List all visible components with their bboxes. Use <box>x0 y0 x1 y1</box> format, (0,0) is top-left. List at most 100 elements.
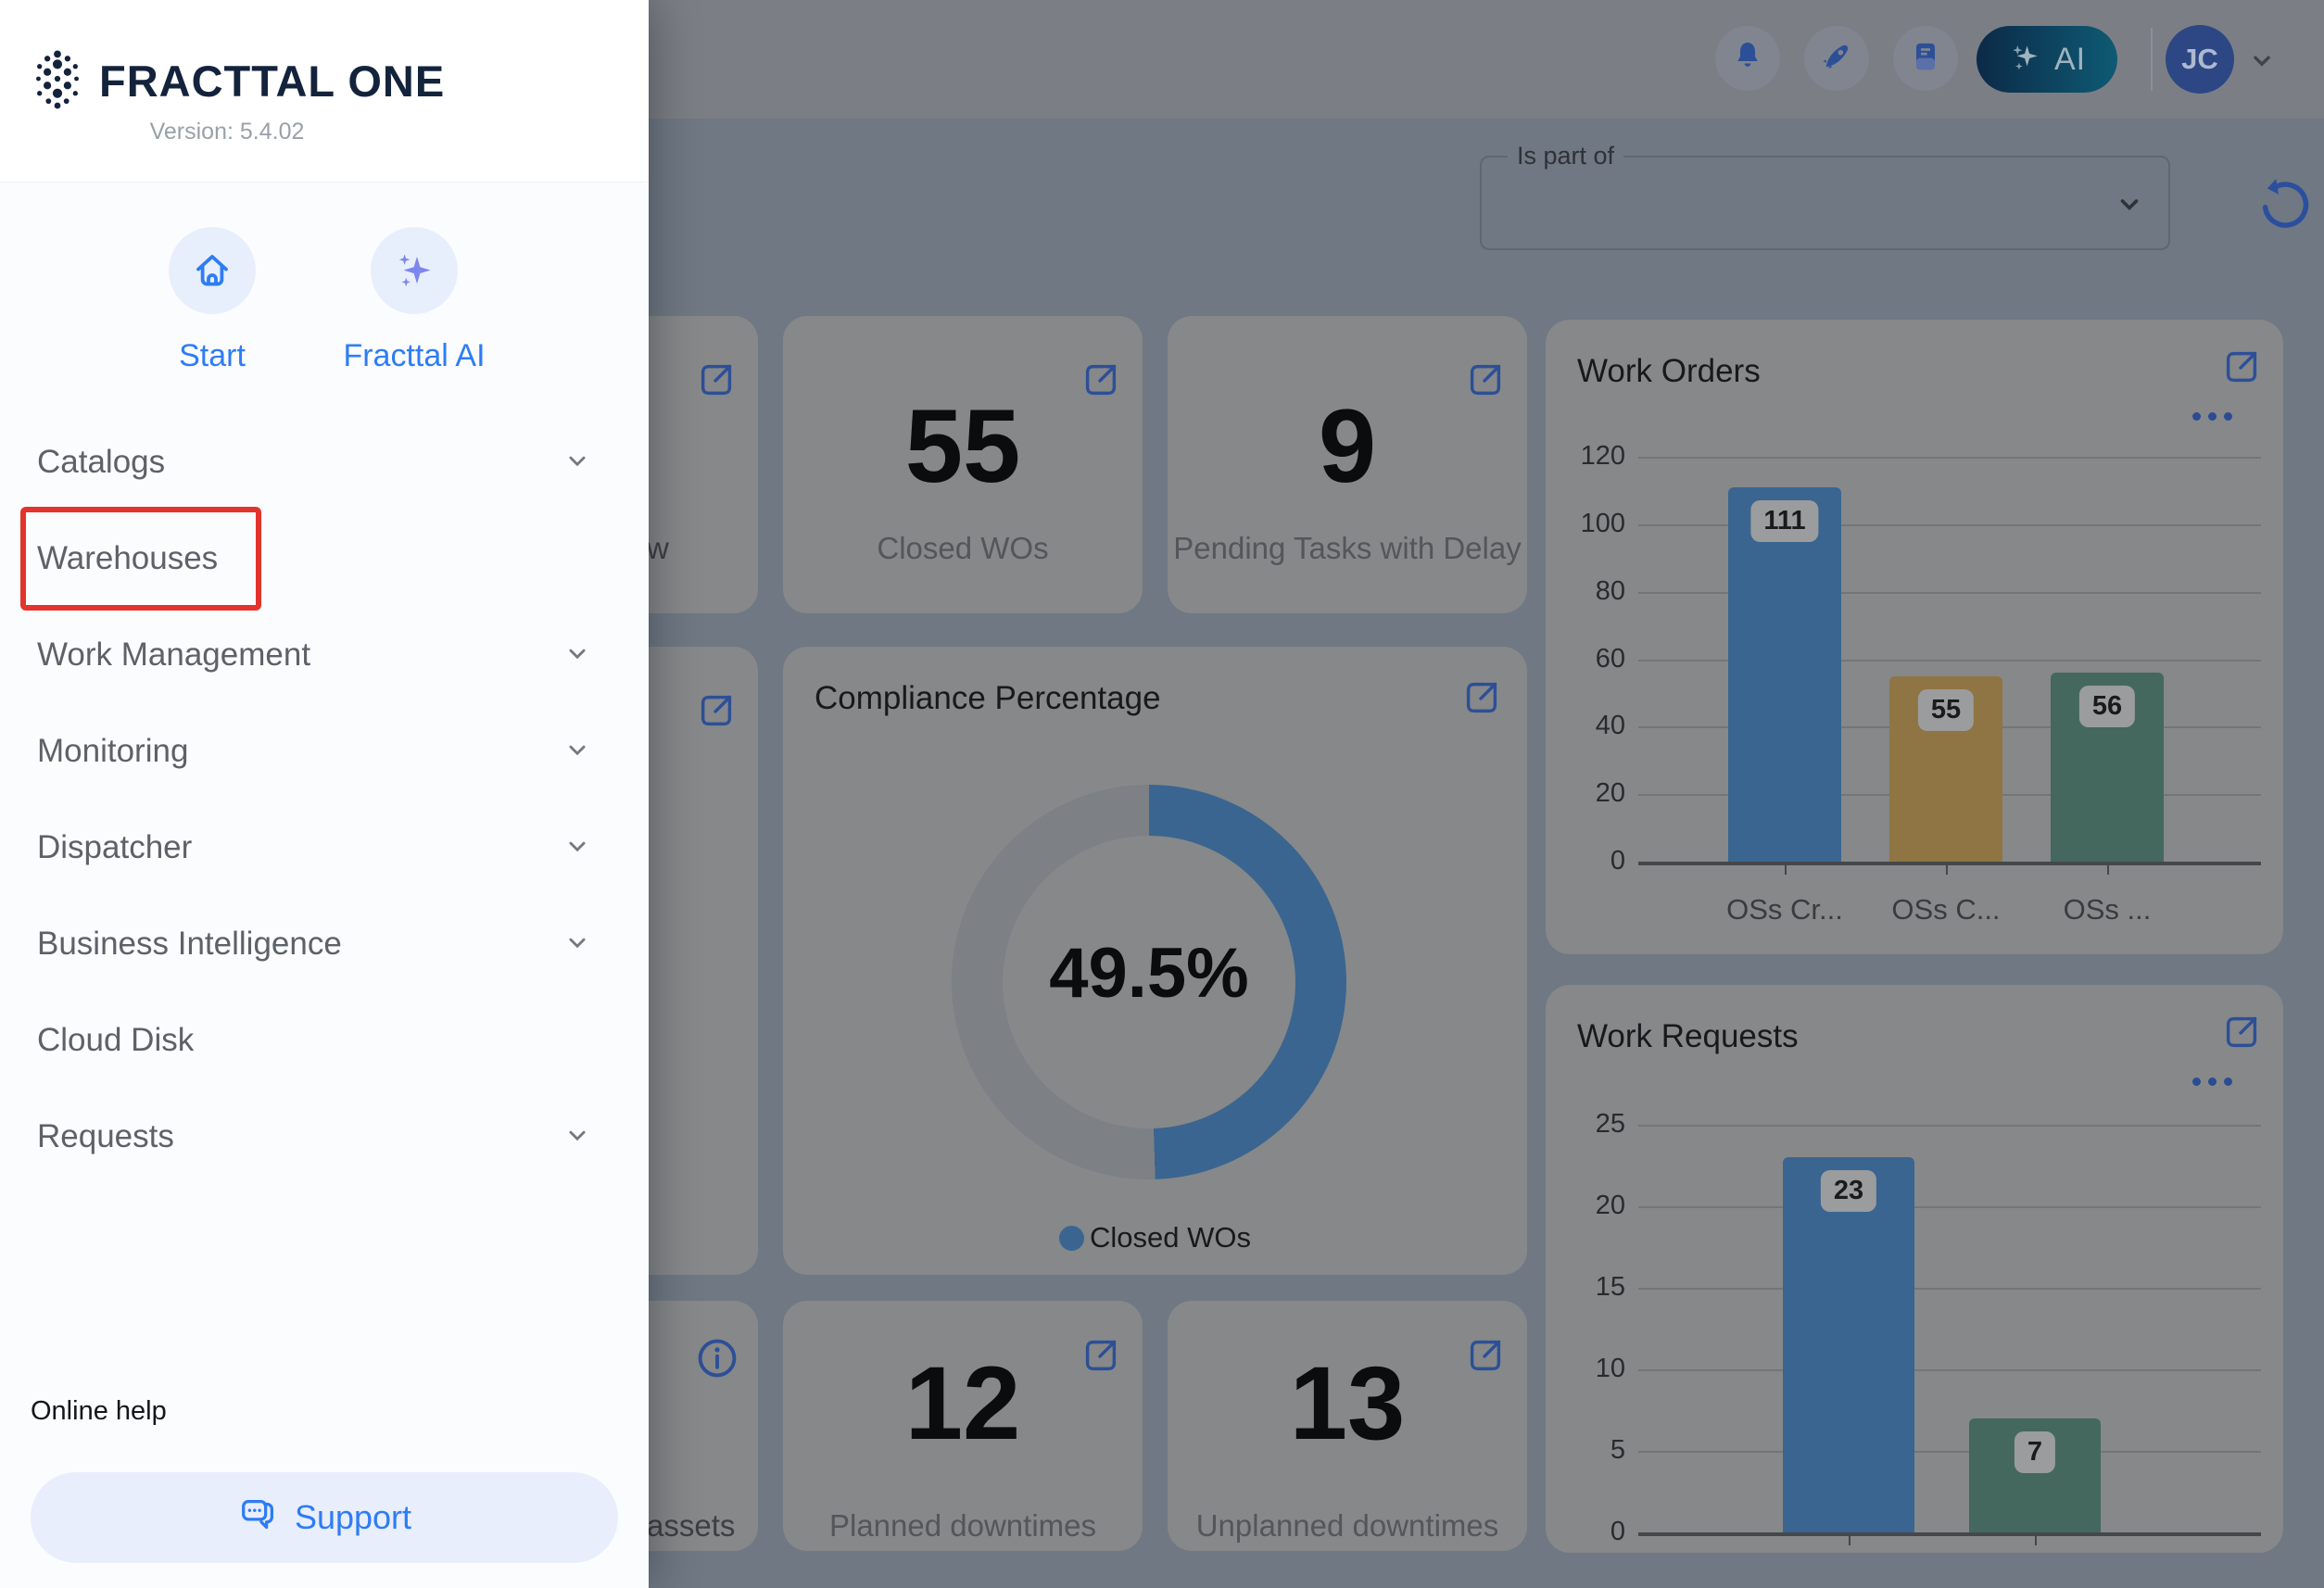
bar-value-badge: 56 <box>2078 686 2136 728</box>
compliance-card: Compliance Percentage 49.5% Closed WOs <box>783 647 1527 1275</box>
chevron-down-icon <box>562 734 593 770</box>
bar[interactable] <box>1783 1157 1914 1532</box>
sidebar-item-requests[interactable]: Requests <box>0 1089 649 1185</box>
brand-name: FRACTTAL ONE <box>99 57 446 106</box>
shortcut-label: Start <box>179 338 246 373</box>
donut-hole <box>1003 836 1295 1128</box>
sidebar-item-catalogs[interactable]: Catalogs <box>0 414 649 510</box>
x-axis-tick <box>2035 1532 2037 1545</box>
chart-legend: Closed WOs <box>783 1221 1527 1254</box>
open-external-icon[interactable] <box>2220 346 2263 393</box>
avatar-chevron-icon[interactable] <box>2246 44 2278 81</box>
sidebar-shortcut-fracttal-ai[interactable]: Fracttal AI <box>312 227 516 374</box>
more-options-icon[interactable] <box>2192 412 2232 421</box>
sidebar-item-work-management[interactable]: Work Management <box>0 607 649 703</box>
bar[interactable] <box>1728 486 1841 862</box>
gridline <box>1638 1288 2261 1290</box>
bell-icon <box>1729 38 1766 80</box>
kpi-card-closed-wos: 55 Closed WOs <box>783 316 1143 613</box>
gridline <box>1638 591 2261 594</box>
ai-button-label: AI <box>2053 41 2087 77</box>
sparkles-icon <box>371 227 458 314</box>
gridline <box>1638 1451 2261 1453</box>
kpi-value: 12 <box>904 1345 1021 1461</box>
rocket-icon <box>1818 38 1855 80</box>
chevron-down-icon <box>562 1119 593 1155</box>
refresh-button[interactable] <box>2254 174 2315 235</box>
y-axis-tick-label: 15 <box>1595 1272 1625 1302</box>
x-axis-tick <box>2107 862 2109 875</box>
version-label: Version: 5.4.02 <box>149 119 305 145</box>
x-axis-label: OSs ... <box>2063 893 2152 926</box>
x-axis-tick <box>1946 862 1948 875</box>
more-options-icon[interactable] <box>2192 1078 2232 1086</box>
y-axis-tick-label: 25 <box>1595 1109 1625 1139</box>
sidebar-item-business-intelligence[interactable]: Business Intelligence <box>0 896 649 992</box>
y-axis-tick-label: 100 <box>1580 508 1625 538</box>
y-axis-tick-label: 20 <box>1595 1191 1625 1220</box>
y-axis-tick-label: 80 <box>1595 575 1625 606</box>
document-icon <box>1907 38 1944 80</box>
sidebar-item-cloud-disk[interactable]: Cloud Disk <box>0 992 649 1089</box>
gridline <box>1638 1369 2261 1371</box>
y-axis-tick-label: 40 <box>1595 711 1625 741</box>
y-axis-tick-label: 20 <box>1595 778 1625 809</box>
gridline <box>1638 1125 2261 1127</box>
kpi-value: 55 <box>904 388 1021 504</box>
notifications-button[interactable] <box>1715 26 1780 91</box>
chat-icon <box>237 1494 280 1542</box>
x-axis-line <box>1638 862 2261 865</box>
sidebar-item-label: Business Intelligence <box>37 926 342 962</box>
info-icon[interactable] <box>693 1334 741 1387</box>
x-axis-label: OSs C... <box>1891 893 2001 926</box>
sidebar-item-label: Monitoring <box>37 733 189 769</box>
open-external-icon[interactable] <box>1464 359 1507 406</box>
chart-title: Work Requests <box>1577 1018 1799 1054</box>
sidebar-item-monitoring[interactable]: Monitoring <box>0 703 649 800</box>
open-external-icon[interactable] <box>1464 1334 1507 1381</box>
chevron-down-icon <box>562 830 593 866</box>
open-external-icon[interactable] <box>695 689 738 737</box>
open-external-icon[interactable] <box>1080 359 1122 406</box>
avatar[interactable]: JC <box>2166 25 2234 94</box>
is-part-of-select[interactable]: Is part of <box>1480 142 2170 250</box>
chevron-down-icon <box>562 445 593 481</box>
sidebar-item-label: Work Management <box>37 636 311 673</box>
support-button[interactable]: Support <box>31 1472 618 1563</box>
kpi-label-fragment: assets <box>647 1508 736 1543</box>
kpi-label: Unplanned downtimes <box>1195 1508 1499 1543</box>
fracttal-ai-button[interactable]: AI <box>1977 26 2117 93</box>
y-axis-tick-label: 120 <box>1580 441 1625 471</box>
open-external-icon[interactable] <box>1080 1334 1122 1381</box>
chevron-down-icon <box>562 637 593 674</box>
legend-label: Closed WOs <box>1090 1221 1251 1254</box>
kpi-card-pending-tasks: 9 Pending Tasks with Delay <box>1168 316 1527 613</box>
kpi-value: 9 <box>1318 388 1377 504</box>
shortcut-label: Fracttal AI <box>343 338 486 373</box>
whats-new-button[interactable] <box>1804 26 1869 91</box>
chart-title: Work Orders <box>1577 353 1761 389</box>
open-external-icon[interactable] <box>695 359 738 406</box>
y-axis-tick-label: 60 <box>1595 643 1625 674</box>
chevron-down-icon <box>2113 187 2146 225</box>
open-external-icon[interactable] <box>1460 676 1503 724</box>
chart-title: Compliance Percentage <box>815 680 1161 716</box>
donut-center-value: 49.5% <box>1049 934 1249 1013</box>
sidebar-item-warehouses[interactable]: Warehouses <box>0 507 649 611</box>
sidebar-shortcut-start[interactable]: Start <box>110 227 314 374</box>
work-requests-card: Work Requests 0 5 10 15 20 25 23 7 <box>1546 985 2283 1553</box>
gridline <box>1638 1206 2261 1208</box>
open-external-icon[interactable] <box>2220 1011 2263 1058</box>
sidebar-item-label: Cloud Disk <box>37 1022 195 1058</box>
kpi-label: Pending Tasks with Delay <box>1173 531 1522 565</box>
compliance-donut: 49.5% <box>952 785 1346 1179</box>
work-orders-card: Work Orders 0 20 40 60 80 100 120 111 OSs Cr... 5… <box>1546 320 2283 954</box>
work-orders-chart: 0 20 40 60 80 100 120 111 OSs Cr... 55 OSs C... 56 O… <box>1546 320 2283 954</box>
work-requests-chart: 0 5 10 15 20 25 23 7 <box>1546 985 2283 1553</box>
sidebar-item-dispatcher[interactable]: Dispatcher <box>0 800 649 896</box>
chevron-down-icon <box>562 926 593 963</box>
sidebar-menu: Catalogs Warehouses Work Management Monitor… <box>0 414 649 1185</box>
docs-button[interactable] <box>1893 26 1958 91</box>
sidebar-item-label: Warehouses <box>37 540 219 576</box>
home-icon <box>169 227 256 314</box>
